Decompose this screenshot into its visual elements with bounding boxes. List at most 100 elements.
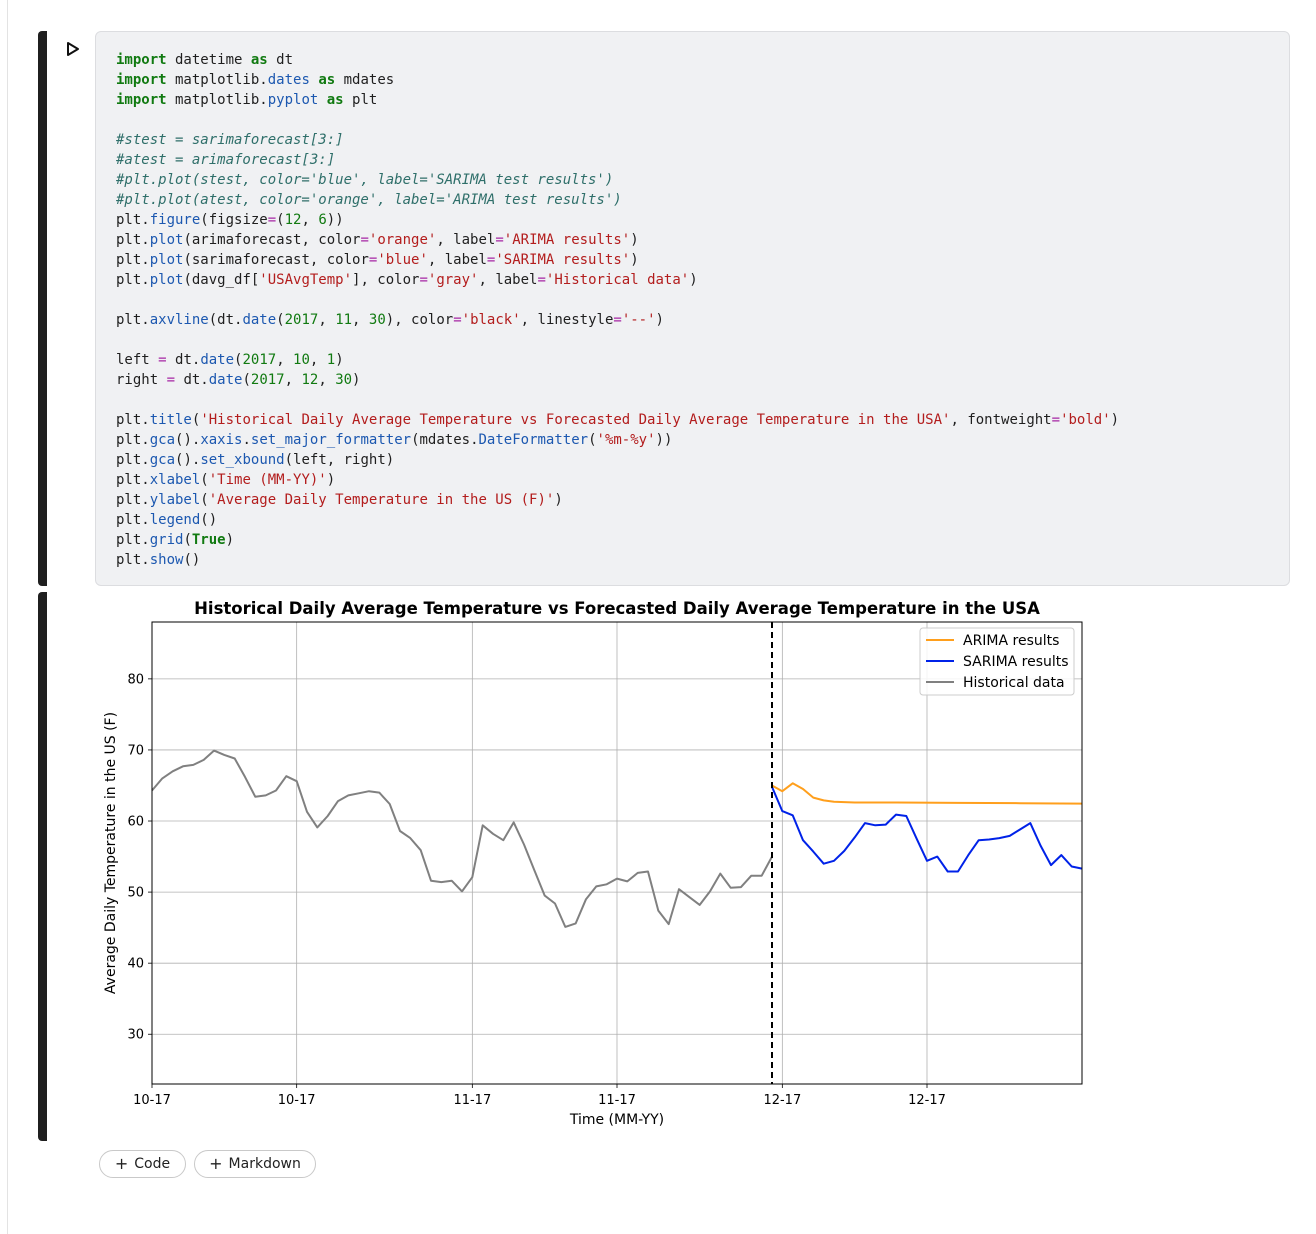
code-token: ) (1110, 412, 1120, 428)
code-line: #stest = sarimaforecast[3:] (116, 130, 1119, 150)
code-token: plot (149, 272, 184, 288)
code-token: plt. (116, 472, 150, 488)
code-token: , label (478, 272, 538, 288)
code-token: . (242, 432, 251, 448)
code-line: ​ (116, 110, 1119, 130)
code-token: ) (554, 492, 563, 508)
x-axis-label: Time (MM-YY) (569, 1112, 664, 1128)
code-token: 'SARIMA results' (495, 252, 631, 268)
code-line: #plt.plot(atest, color='orange', label='… (116, 190, 1119, 210)
code-token: 2017 (250, 372, 285, 388)
code-token: 'bold' (1060, 412, 1111, 428)
code-token: , (301, 212, 319, 228)
code-token: 1 (326, 352, 336, 368)
code-token: , fontweight (950, 412, 1052, 428)
code-token: ) (689, 272, 698, 288)
code-token: plt. (116, 232, 150, 248)
code-token: = (368, 252, 378, 268)
code-token: = (453, 312, 462, 328)
code-token: dt. (166, 352, 201, 368)
add-markdown-label: Markdown (228, 1156, 301, 1172)
code-token: '--' (621, 312, 656, 328)
code-token: 30 (335, 372, 353, 388)
add-code-cell-button[interactable]: + Code (99, 1150, 186, 1178)
code-token: as (326, 92, 344, 108)
code-line: plt.plot(sarimaforecast, color='blue', l… (116, 250, 1119, 270)
code-token: '%m-%y' (596, 432, 656, 448)
x-tick-label: 12-17 (763, 1093, 801, 1108)
code-line: import matplotlib.pyplot as plt (116, 90, 1119, 110)
code-token: ) (352, 372, 361, 388)
sarima-results-line (771, 786, 1083, 873)
code-token: 'Average Daily Temperature in the US (F)… (208, 492, 555, 508)
code-line: plt.xlabel('Time (MM-YY)') (116, 470, 1119, 490)
code-token: plt. (116, 252, 150, 268)
code-line: ​ (116, 390, 1119, 410)
y-tick-label: 80 (127, 672, 144, 687)
code-token: 6 (318, 212, 327, 228)
code-token: import (116, 92, 167, 108)
code-text[interactable]: import datetime as dt import matplotlib.d… (116, 50, 1119, 570)
code-line: plt.grid(True) (116, 530, 1119, 550)
code-token: ylabel (149, 492, 201, 508)
code-token: ( (200, 492, 209, 508)
code-token: (). (175, 432, 201, 448)
code-token: 12 (284, 212, 302, 228)
legend-label: SARIMA results (963, 654, 1069, 670)
code-token: as (250, 52, 268, 68)
code-line: plt.title('Historical Daily Average Temp… (116, 410, 1119, 430)
code-token: 2017 (284, 312, 319, 328)
code-token: = (486, 252, 496, 268)
add-markdown-cell-button[interactable]: + Markdown (194, 1150, 316, 1178)
code-token: right (116, 372, 167, 388)
code-token: )) (655, 432, 673, 448)
plus-icon: + (209, 1154, 223, 1173)
code-token: #atest = arimaforecast[3:] (116, 152, 336, 168)
code-token: plot (149, 252, 184, 268)
y-tick-label: 50 (127, 886, 144, 901)
code-token: gca (149, 452, 176, 468)
code-token: (arimaforecast, color (183, 232, 361, 248)
code-token: True (191, 532, 226, 548)
code-token: 'black' (461, 312, 521, 328)
chart-title: Historical Daily Average Temperature vs … (194, 599, 1040, 618)
code-token: (davg_df[ (183, 272, 260, 288)
code-token: ( (588, 432, 597, 448)
code-token: = (419, 272, 428, 288)
historical-data-line (151, 749, 773, 928)
code-token: = (267, 212, 277, 228)
code-token: #plt.plot(stest, color='blue', label='SA… (116, 172, 614, 188)
cell-output: 30 40 50 60 70 80 10-17 10-17 11-17 11-17 12-17 12-… (95, 592, 1095, 1142)
code-token: figure (149, 212, 201, 228)
code-token: import (116, 52, 167, 68)
code-token: 11 (335, 312, 353, 328)
code-token: , (318, 372, 336, 388)
chart-legend: ARIMA results SARIMA results Historical da… (919, 627, 1075, 696)
code-token: ( (276, 212, 285, 228)
y-tick-label: 30 (127, 1028, 144, 1043)
code-token: plt. (116, 512, 150, 528)
code-editor[interactable]: import datetime as dt import matplotlib.d… (95, 31, 1290, 586)
code-token: plot (149, 232, 184, 248)
code-token: = (1051, 412, 1061, 428)
legend-label: Historical data (963, 675, 1065, 691)
add-code-label: Code (134, 1156, 171, 1172)
code-token: #plt.plot(atest, color='orange', label='… (116, 192, 622, 208)
code-token: ], color (352, 272, 420, 288)
code-line: right = dt.date(2017, 12, 30) (116, 370, 1119, 390)
code-line: #plt.plot(stest, color='blue', label='SA… (116, 170, 1119, 190)
code-token: dt (267, 52, 294, 68)
code-token: plt. (116, 532, 150, 548)
code-token: plt. (116, 212, 150, 228)
run-cell-button[interactable] (60, 38, 84, 62)
code-token: set_major_formatter (250, 432, 412, 448)
code-token: = (360, 232, 369, 248)
code-token: 'Historical Daily Average Temperature vs… (200, 412, 951, 428)
code-token: 2017 (242, 352, 277, 368)
code-token: import (116, 72, 167, 88)
code-token: pyplot (267, 92, 319, 108)
chart-grid (151, 622, 1082, 1084)
code-token: ( (276, 312, 285, 328)
code-line: ​ (116, 330, 1119, 350)
code-line: #atest = arimaforecast[3:] (116, 150, 1119, 170)
